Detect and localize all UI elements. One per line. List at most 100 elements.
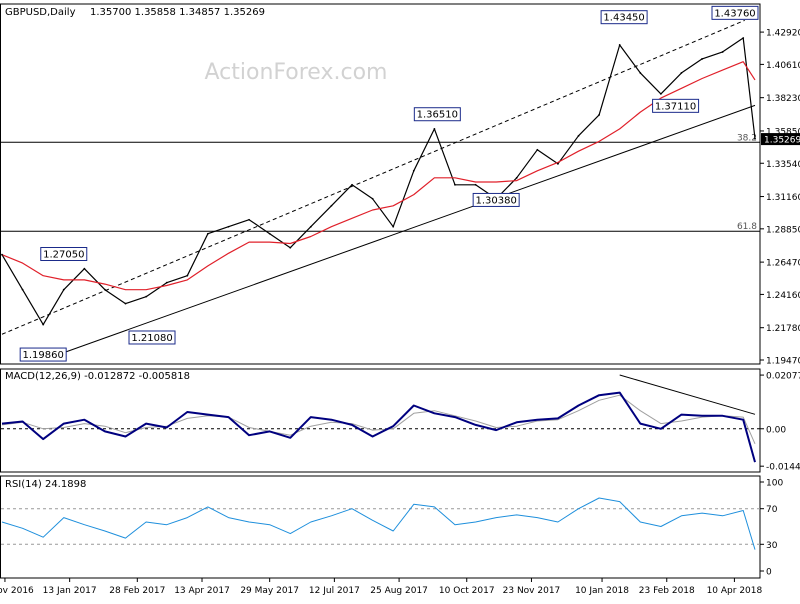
price-y-tick-label: 1.19470	[766, 357, 800, 367]
price-point	[577, 134, 580, 137]
price-point	[412, 169, 415, 172]
price-point	[754, 137, 756, 140]
rsi-y-tick-label: 70	[766, 505, 778, 515]
watermark-text: ActionForex.com	[205, 60, 388, 85]
price-point	[618, 44, 621, 46]
price-y-tick-label: 1.42920	[766, 29, 800, 39]
x-axis-tick-label: 25 Aug 2017	[370, 586, 428, 596]
macd-y-tick-label: 0.020771	[766, 372, 800, 382]
price-y-tick-label: 1.40610	[766, 61, 800, 71]
rsi-line	[1, 497, 756, 550]
rsi-y-tick-label: 100	[766, 479, 783, 489]
price-point	[248, 218, 250, 221]
price-annotation-box	[711, 5, 759, 20]
macd-y-tick-label: 0.00	[766, 425, 786, 435]
price-point	[42, 323, 45, 326]
macd-signal-line	[1, 394, 756, 445]
x-axis-tick-label: 10 Oct 2017	[439, 586, 495, 596]
rsi-panel-label: RSI(14) 24.1898	[5, 479, 86, 490]
price-point	[598, 113, 601, 116]
panel-frame-price	[0, 3, 761, 365]
fib-level-label: 38.2	[737, 133, 757, 143]
chart-symbol-label: GBPUSD,Daily	[5, 7, 76, 18]
price-y-tick-label: 1.24160	[766, 291, 800, 301]
price-point	[1, 253, 3, 256]
price-point	[268, 232, 271, 235]
price-y-tick-label: 1.26470	[766, 259, 800, 269]
price-y-tick-label: 1.28850	[766, 225, 800, 235]
price-point	[289, 246, 292, 249]
price-point	[186, 274, 189, 277]
panel-frame-macd	[0, 368, 761, 473]
price-point	[206, 232, 209, 235]
price-point	[515, 176, 518, 179]
price-y-tick-label: 1.38230	[766, 94, 800, 104]
price-annotation-box	[600, 10, 648, 25]
price-annotation-box	[652, 98, 700, 113]
price-point	[474, 183, 477, 186]
price-point	[62, 288, 65, 291]
price-annotation-label: 1.21080	[131, 333, 172, 344]
x-axis-tick-label: 10 Apr 2018	[707, 586, 763, 596]
price-point	[454, 183, 456, 186]
price-point	[104, 288, 106, 291]
price-annotation-box	[19, 347, 67, 362]
x-axis-tick-label: 10 Jan 2018	[575, 586, 629, 596]
price-point	[124, 302, 127, 305]
price-annotation-label: 1.36510	[417, 110, 458, 121]
price-point	[392, 225, 395, 228]
current-price-tag	[761, 133, 800, 146]
price-annotation-label: 1.19860	[23, 350, 64, 361]
price-point	[371, 197, 374, 200]
x-axis-tick-label: 13 Jan 2017	[43, 586, 97, 596]
x-axis-tick-label: 13 Apr 2017	[174, 586, 230, 596]
price-annotation-box	[128, 330, 176, 345]
x-axis-tick-label: 23 Feb 2018	[639, 586, 695, 596]
panel-frame-rsi	[0, 475, 761, 579]
current-price-label: 1.35269	[764, 136, 800, 146]
price-annotation-box	[413, 107, 461, 122]
x-axis-tick-label: 12 Jul 2017	[309, 586, 360, 596]
price-line	[1, 37, 756, 326]
price-point	[742, 37, 745, 39]
price-y-tick-label: 1.33540	[766, 160, 800, 170]
price-point	[351, 183, 353, 186]
price-point	[639, 72, 642, 74]
channel-line-solid	[43, 104, 756, 361]
price-point	[536, 148, 539, 151]
price-annotation-box	[40, 247, 88, 262]
macd-line	[1, 391, 756, 463]
macd-y-tick-label: -0.014474	[766, 463, 800, 473]
price-point	[659, 92, 662, 95]
macd-panel-label: MACD(12,26,9) -0.012872 -0.005818	[5, 371, 190, 382]
price-point	[83, 267, 86, 270]
price-point	[165, 281, 168, 284]
price-y-tick-label: 1.21780	[766, 324, 800, 334]
price-point	[330, 204, 333, 207]
price-annotation-label: 1.30380	[475, 195, 516, 206]
price-point	[721, 51, 724, 53]
price-point	[680, 72, 683, 74]
rsi-y-tick-label: 0	[766, 568, 772, 578]
price-point	[557, 162, 559, 165]
rsi-y-tick-label: 30	[766, 541, 778, 551]
price-annotation-label: 1.43760	[714, 8, 755, 19]
price-y-tick-label: 1.35850	[766, 127, 800, 137]
channel-line-dashed	[1, 19, 745, 335]
price-annotation-label: 1.37110	[655, 101, 696, 112]
x-axis-tick-label: 30 Nov 2016	[0, 586, 34, 596]
price-annotation-box	[472, 192, 520, 207]
price-point	[433, 127, 436, 130]
x-axis-tick-label: 29 May 2017	[240, 586, 299, 596]
price-point	[227, 225, 230, 228]
x-axis-tick-label: 23 Nov 2017	[503, 586, 561, 596]
price-point	[701, 58, 703, 60]
fib-level-label: 61.8	[737, 222, 757, 232]
sma-line	[1, 61, 756, 291]
price-point	[21, 288, 24, 291]
price-y-tick-label: 1.31160	[766, 193, 800, 203]
price-annotation-label: 1.43450	[603, 13, 644, 24]
chart-ohlc-label: 1.35700 1.35858 1.34857 1.35269	[90, 7, 265, 18]
